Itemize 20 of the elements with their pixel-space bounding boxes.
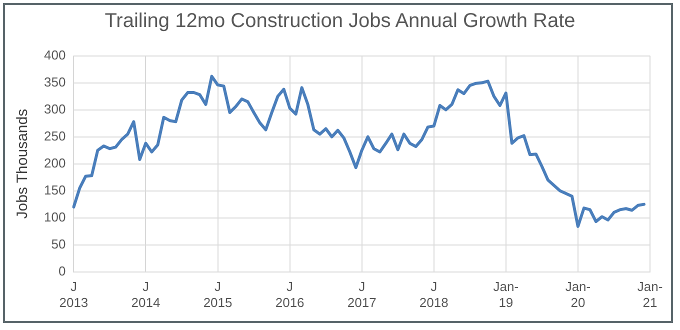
y-tick-label: 0 <box>58 263 66 278</box>
x-tick-label: J 2014 <box>131 279 160 310</box>
y-tick-label: 250 <box>44 128 66 144</box>
x-tick-label: J 2013 <box>59 279 88 310</box>
chart-title: Trailing 12mo Construction Jobs Annual Growth Rate <box>104 10 576 33</box>
y-tick-label: 200 <box>44 155 66 170</box>
x-tick-label: J 2015 <box>203 279 232 310</box>
x-tick-label: J 2016 <box>275 279 304 310</box>
y-tick-label: 400 <box>44 47 66 62</box>
x-tick-label: Jan- 21 <box>637 279 663 310</box>
y-tick-label: 350 <box>44 74 66 90</box>
x-tick-label: J 2017 <box>347 279 376 310</box>
x-tick-label: Jan- 19 <box>493 279 519 310</box>
x-tick-label: Jan- 20 <box>565 279 591 310</box>
y-tick-label: 50 <box>51 236 66 252</box>
y-tick-label: 100 <box>44 209 66 224</box>
y-axis-title: Jobs Thousands <box>14 108 32 219</box>
x-tick-label: J 2018 <box>419 279 448 310</box>
y-tick-label: 300 <box>44 101 66 116</box>
y-tick-label: 150 <box>44 182 66 198</box>
